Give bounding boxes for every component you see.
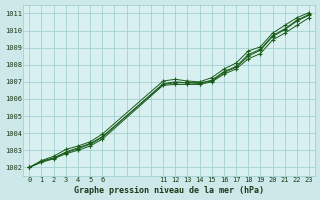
X-axis label: Graphe pression niveau de la mer (hPa): Graphe pression niveau de la mer (hPa) <box>74 186 264 195</box>
